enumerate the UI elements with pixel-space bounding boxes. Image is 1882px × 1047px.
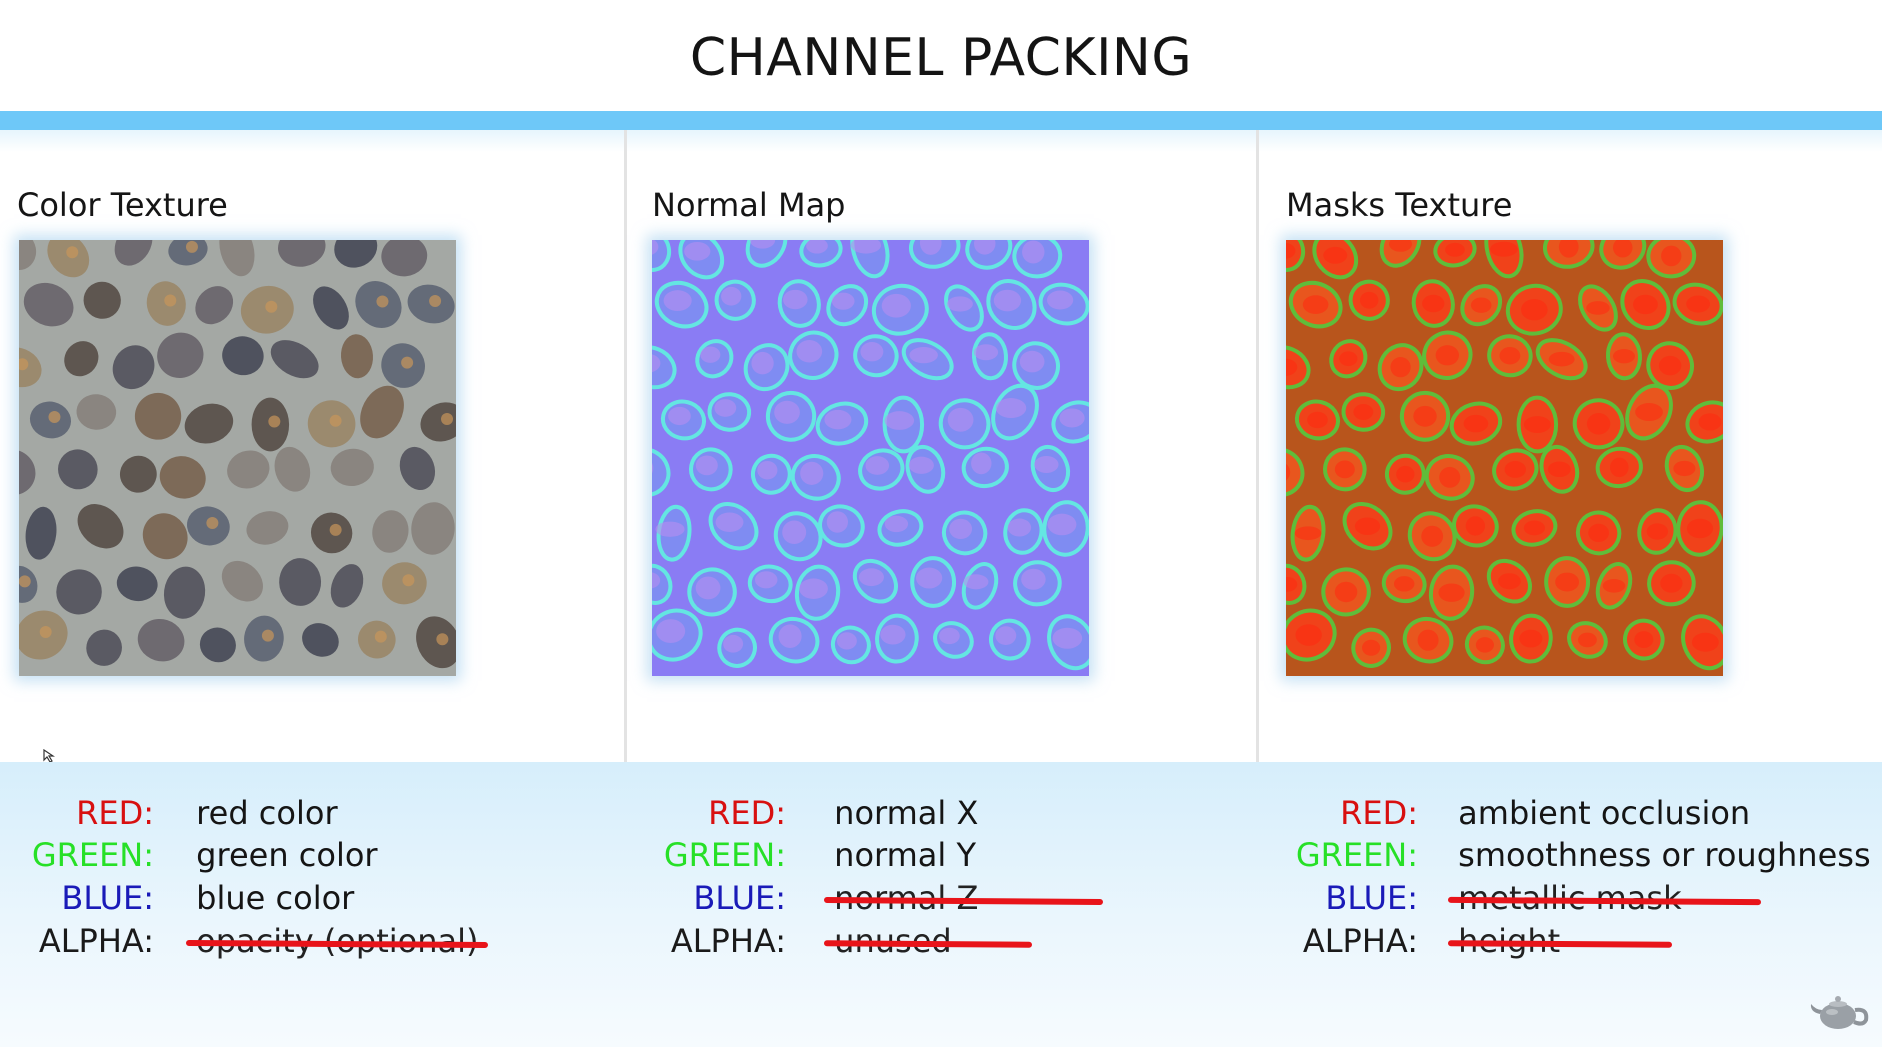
slide-title: CHANNEL PACKING xyxy=(689,28,1193,88)
channel-row: BLUE: metallic mask xyxy=(1218,879,1762,917)
channel-row: BLUE: blue color xyxy=(0,879,354,917)
channel-row: RED: ambient occlusion xyxy=(1218,794,1750,832)
panel-divider xyxy=(1256,130,1259,762)
channel-key-blue: BLUE: xyxy=(61,879,154,917)
channel-row: ALPHA: opacity (optional) xyxy=(0,922,489,960)
accent-bar-glow xyxy=(0,130,1882,152)
channel-key-green: GREEN: xyxy=(31,836,154,874)
panel-label-normal-map: Normal Map xyxy=(652,186,846,224)
panel-label-masks-texture: Masks Texture xyxy=(1286,186,1513,224)
panel-divider xyxy=(624,130,627,762)
channel-key-red: RED: xyxy=(76,794,154,832)
channel-value: normal X xyxy=(834,794,979,832)
masks-texture-image xyxy=(1286,240,1723,676)
channel-row: GREEN: smoothness or roughness xyxy=(1218,836,1871,874)
channel-row: GREEN: normal Y xyxy=(586,836,976,874)
channel-legend-area xyxy=(0,762,1882,1047)
channel-key-alpha: ALPHA: xyxy=(1302,922,1418,960)
channel-value: green color xyxy=(196,836,378,874)
channel-key-blue: BLUE: xyxy=(693,879,786,917)
channel-value: blue color xyxy=(196,879,355,917)
mouse-cursor-icon xyxy=(43,748,55,767)
channel-value-struck: unused xyxy=(824,922,1032,960)
channel-value-struck: opacity (optional) xyxy=(186,922,489,960)
channel-key-red: RED: xyxy=(1340,794,1418,832)
channel-key-alpha: ALPHA: xyxy=(38,922,154,960)
channel-value: red color xyxy=(196,794,338,832)
channel-value: smoothness or roughness xyxy=(1458,836,1871,874)
accent-bar xyxy=(0,111,1882,130)
channel-value: ambient occlusion xyxy=(1458,794,1751,832)
channel-key-blue: BLUE: xyxy=(1325,879,1418,917)
channel-key-green: GREEN: xyxy=(1295,836,1418,874)
color-texture-image xyxy=(19,240,456,676)
channel-row: RED: red color xyxy=(0,794,338,832)
channel-row: BLUE: normal Z xyxy=(586,879,1104,917)
channel-row: ALPHA: height xyxy=(1218,922,1673,960)
channel-value-struck: metallic mask xyxy=(1448,879,1762,917)
channel-key-red: RED: xyxy=(708,794,786,832)
channel-value-struck: height xyxy=(1448,922,1673,960)
channel-row: ALPHA: unused xyxy=(586,922,1032,960)
panel-label-color-texture: Color Texture xyxy=(17,186,228,224)
normal-map-image xyxy=(652,240,1089,676)
channel-value: normal Y xyxy=(834,836,977,874)
channel-row: GREEN: green color xyxy=(0,836,378,874)
channel-row: RED: normal X xyxy=(586,794,978,832)
channel-value-struck: normal Z xyxy=(824,879,1104,917)
teapot-icon xyxy=(1808,990,1870,1038)
channel-key-green: GREEN: xyxy=(663,836,786,874)
channel-key-alpha: ALPHA: xyxy=(670,922,786,960)
